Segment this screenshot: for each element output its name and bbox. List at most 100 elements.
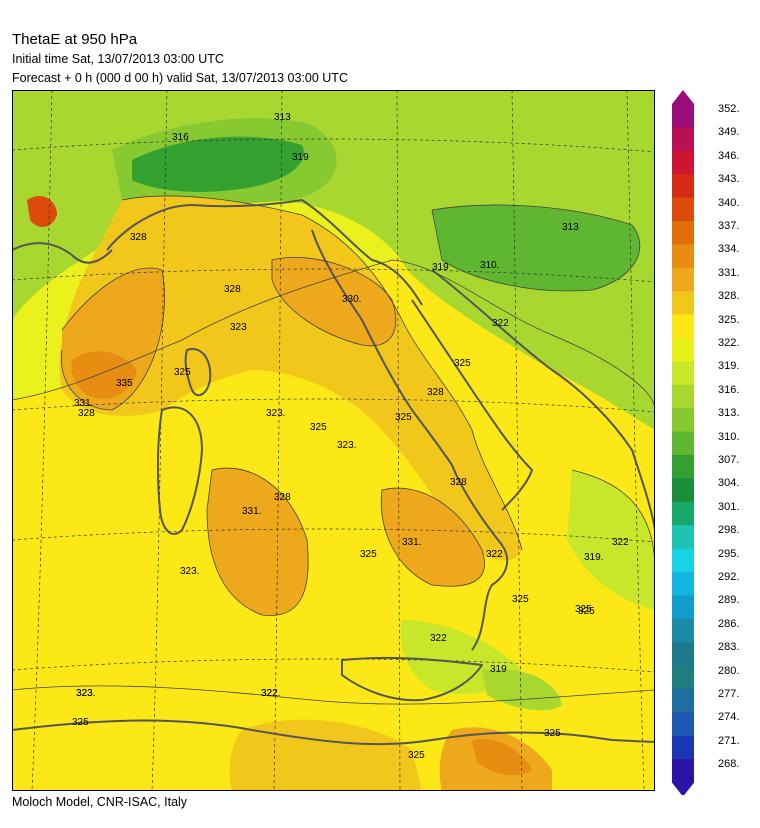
legend-swatch xyxy=(672,104,694,128)
contour-label: 322 xyxy=(612,537,629,548)
contour-label: 331. xyxy=(402,537,421,548)
legend-swatch xyxy=(672,338,694,362)
field-band-331b xyxy=(207,468,309,616)
legend-label: 268. xyxy=(718,758,740,771)
legend-swatch xyxy=(672,572,694,596)
coast-sardinia xyxy=(156,406,203,535)
contour-label: 325 xyxy=(512,594,529,605)
legend-label: 271. xyxy=(718,734,740,747)
contour-label: 325 xyxy=(72,717,89,728)
coast-balkans xyxy=(431,269,655,531)
legend-label: 325. xyxy=(718,313,740,326)
legend-label: 343. xyxy=(718,173,740,186)
legend-swatch xyxy=(672,291,694,316)
field-band-310 xyxy=(432,205,640,291)
legend-swatch xyxy=(672,150,694,175)
contour-label: 322. xyxy=(261,688,280,699)
legend-label: 346. xyxy=(718,149,740,162)
contour-label: 323. xyxy=(337,440,356,451)
field-band-328b xyxy=(229,719,422,791)
legend-swatch xyxy=(672,221,694,245)
legend-label: 328. xyxy=(718,290,740,303)
field-band-307 xyxy=(132,136,304,192)
legend-label: 301. xyxy=(718,500,740,513)
legend-swatch xyxy=(672,127,694,152)
contour-label: 316 xyxy=(172,132,189,143)
contour-label: 323. xyxy=(76,688,95,699)
contour-label: 328 xyxy=(130,232,147,243)
contour-label: 319 xyxy=(490,664,507,675)
contour-label: 313 xyxy=(274,112,291,123)
field-band-331c xyxy=(381,488,485,587)
contour-label: 331 xyxy=(74,398,91,409)
legend-label: 280. xyxy=(718,664,740,677)
legend-swatch xyxy=(672,455,694,479)
legend-label: 319. xyxy=(718,360,740,373)
contour-labels: 316 313 319 328 313 310. 319 330. 328 32… xyxy=(72,112,629,761)
legend-swatch xyxy=(672,314,694,339)
legend-label: 316. xyxy=(718,383,740,396)
initial-time-label: Initial time Sat, 13/07/2013 03:00 UTC xyxy=(12,52,224,66)
contour-label: 331. xyxy=(242,506,261,517)
legend-label: 322. xyxy=(718,337,740,349)
legend-label: 304. xyxy=(718,477,740,490)
legend-swatch xyxy=(672,197,694,222)
coast-spain xyxy=(12,242,113,264)
legend-label: 331. xyxy=(718,266,740,279)
legend-swatch xyxy=(672,642,694,667)
coast-italy-west xyxy=(311,229,509,651)
legend-swatch xyxy=(672,267,694,292)
field-band-319 xyxy=(567,470,655,610)
legend-label: 313. xyxy=(718,407,740,420)
legend-label: 334. xyxy=(718,243,740,256)
contour-label: 325 xyxy=(310,422,327,433)
graticule xyxy=(12,90,655,791)
contour-label: 319 xyxy=(292,152,309,163)
contour-label: 319 xyxy=(432,262,449,273)
chart-title: ThetaE at 950 hPa xyxy=(12,31,138,48)
contour-label: 322 xyxy=(492,318,509,329)
coast-corsica xyxy=(184,348,212,397)
legend-label: 292. xyxy=(718,571,740,583)
legend-swatch xyxy=(672,759,694,784)
legend-swatch xyxy=(672,174,694,199)
legend-swatch xyxy=(672,431,694,456)
contour-label: 323 xyxy=(230,322,247,333)
field-band-334 xyxy=(71,351,137,399)
contour-label: 322 xyxy=(486,549,503,560)
contour-label: 328 xyxy=(78,408,95,419)
contour-label: 328 xyxy=(224,284,241,295)
legend-label: 277. xyxy=(718,688,740,700)
legend-swatch xyxy=(672,595,694,620)
legend-swatch xyxy=(672,735,694,760)
contour-label: 328 xyxy=(274,492,291,503)
field-band-328 xyxy=(59,195,522,561)
contour-label: 325 xyxy=(360,549,377,560)
legend-label: 283. xyxy=(718,641,740,654)
legend-arrow-top xyxy=(672,90,694,104)
thetae-map[interactable]: 316 313 319 328 313 310. 319 330. 328 32… xyxy=(12,90,655,791)
contour-label: 325 xyxy=(395,412,412,423)
legend-label: 295. xyxy=(718,547,740,560)
field-band-322b xyxy=(482,669,562,711)
legend-swatch xyxy=(672,478,694,503)
contour-label: 328 xyxy=(427,387,444,398)
legend-arrow-bottom xyxy=(672,782,694,795)
legend-label: 349. xyxy=(718,126,740,139)
legend-label: 352. xyxy=(718,103,740,115)
coast-italy-east xyxy=(411,299,533,511)
contour-label: 328 xyxy=(450,477,467,488)
contour-label: 325 xyxy=(575,604,592,615)
contour-label: 330. xyxy=(342,294,361,305)
forecast-valid-label: Forecast + 0 h (000 d 00 h) valid Sat, 1… xyxy=(12,71,348,85)
contour-label: 319. xyxy=(584,552,603,563)
field-band-340 xyxy=(27,195,57,227)
contour-label: 310. xyxy=(480,260,499,271)
contour-label: 323. xyxy=(76,688,95,699)
legend-label: 310. xyxy=(718,430,740,443)
field-band-334b xyxy=(472,739,532,776)
legend-swatch xyxy=(672,361,694,386)
legend-swatch xyxy=(672,618,694,643)
legend-swatch xyxy=(672,244,694,269)
contour-label: 322 xyxy=(430,633,447,644)
